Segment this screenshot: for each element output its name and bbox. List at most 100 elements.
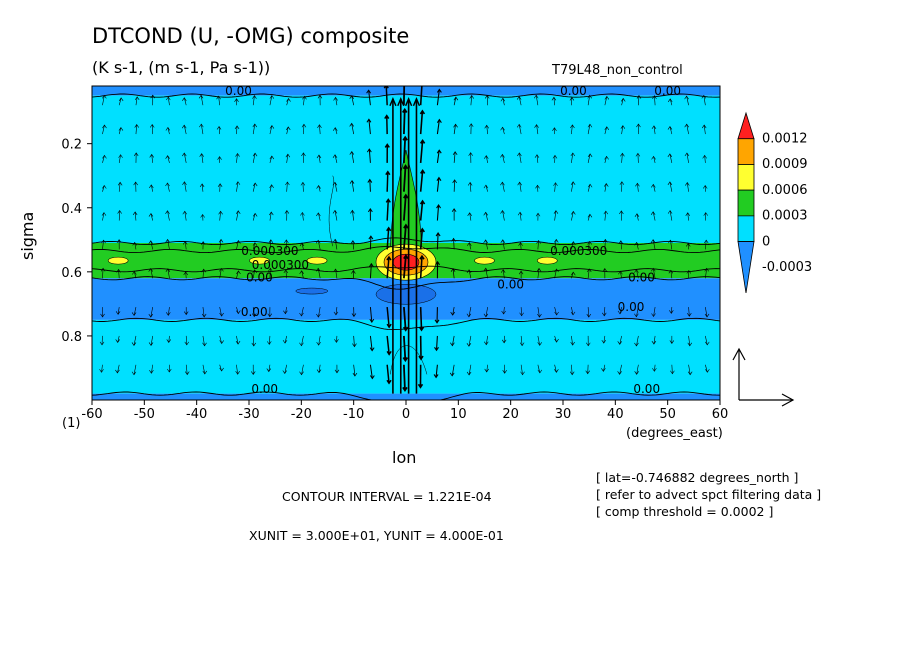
vector-56 (185, 271, 187, 279)
vector-head-171 (384, 114, 390, 119)
vector-head-306 (602, 267, 608, 272)
vector-89 (236, 364, 238, 375)
yellow-lobe-4 (536, 256, 558, 265)
legend-swatch-1 (737, 138, 755, 165)
vector-head-270 (551, 96, 557, 101)
vector-head-322 (635, 152, 641, 157)
vector-head-303 (604, 182, 609, 187)
vector-head-305 (603, 238, 608, 243)
vector-188 (403, 335, 407, 361)
vector-225 (468, 242, 472, 250)
vector-246 (502, 269, 505, 279)
vector-340 (669, 98, 673, 106)
contour-line-0 (92, 93, 720, 98)
vector-4 (102, 212, 105, 221)
vector-head-133 (316, 185, 321, 189)
vector-232 (485, 155, 488, 163)
vector-368 (705, 335, 708, 345)
vector-78 (219, 335, 222, 344)
vector-168 (369, 335, 373, 351)
vector-head-27 (131, 312, 137, 316)
vector-303 (604, 183, 607, 192)
vector-143 (334, 182, 338, 192)
vector-52 (183, 153, 187, 163)
vector-head-34 (148, 213, 154, 217)
vector-113 (286, 181, 288, 192)
vector-head-346 (668, 269, 674, 274)
vector-head-352 (684, 152, 690, 157)
vector-63 (201, 183, 204, 192)
vector-head-207 (434, 319, 440, 324)
vector-head-131 (317, 124, 322, 129)
vector-17 (117, 307, 120, 315)
vector-head-46 (165, 268, 171, 272)
vector-head-301 (604, 126, 610, 130)
vector-282 (571, 152, 574, 163)
vector-135 (317, 240, 321, 250)
vector-head-185 (403, 223, 409, 229)
vector-head-219 (449, 372, 455, 377)
vector-head-174 (385, 198, 391, 203)
plume-arrow-head-3 (412, 97, 421, 107)
vector-head-150 (349, 95, 354, 100)
vector-head-287 (570, 311, 576, 316)
vector-head-360 (701, 94, 707, 99)
vector-194 (419, 200, 424, 221)
vector-79 (219, 364, 222, 372)
vector-head-144 (332, 209, 338, 214)
vector-head-148 (334, 339, 339, 343)
vector-0 (102, 95, 105, 106)
contour-label-5: 0.00 (241, 305, 268, 319)
vector-head-273 (553, 182, 558, 186)
vector-head-307 (602, 312, 607, 317)
vector-260 (535, 95, 539, 106)
yellow-lobe-1 (249, 256, 270, 265)
contour-label-12: 0.00 (497, 278, 524, 292)
vector-45 (167, 239, 170, 250)
color-legend: 0.0012 0.0009 0.0006 0.0003 0 -0.0003 (737, 111, 812, 294)
vector-head-202 (436, 149, 442, 154)
vector-head-58 (184, 341, 190, 346)
vector-183 (403, 165, 407, 192)
vector-head-99 (250, 371, 256, 375)
vector-head-96 (252, 269, 257, 274)
vector-85 (236, 240, 239, 250)
y-axis-label: sigma (18, 211, 37, 260)
vector-head-47 (166, 312, 171, 316)
vector-189 (403, 364, 406, 391)
note-threshold: [ comp threshold = 0.0002 ] (596, 504, 774, 519)
vector-329 (636, 364, 639, 375)
vector-29 (133, 364, 137, 375)
vector-head-221 (468, 123, 474, 127)
vector-237 (485, 307, 488, 317)
vector-201 (436, 119, 440, 135)
vector-334 (652, 211, 656, 221)
vector-318 (619, 335, 622, 345)
vector-head-364 (703, 212, 708, 216)
vector-head-79 (219, 367, 224, 372)
vector-240 (502, 98, 505, 106)
vector-head-345 (668, 239, 673, 244)
contour-interval: CONTOUR INTERVAL = 1.221E-04 (282, 489, 492, 504)
vector-146 (335, 268, 338, 279)
vector-6 (102, 268, 104, 279)
vector-316 (620, 271, 622, 279)
vector-276 (554, 268, 557, 279)
vector-head-214 (451, 208, 457, 212)
vector-head-12 (118, 154, 123, 158)
vector-119 (284, 364, 287, 374)
vector-head-155 (350, 240, 356, 244)
vector-head-43 (165, 182, 170, 187)
contour-label-0: 0.00 (225, 84, 252, 98)
vector-head-342 (667, 153, 673, 158)
vector-head-268 (537, 342, 542, 346)
vector-head-40 (166, 96, 171, 101)
vector-head-340 (667, 98, 673, 103)
vector-94 (252, 213, 256, 221)
y-axis: 0.2 0.4 0.6 0.8 (61, 138, 92, 345)
vector-head-107 (267, 313, 273, 318)
contour-label-9: 0.00 (251, 382, 278, 396)
vector-head-338 (651, 340, 657, 345)
vector-174 (386, 199, 390, 221)
vector-360 (703, 95, 706, 106)
